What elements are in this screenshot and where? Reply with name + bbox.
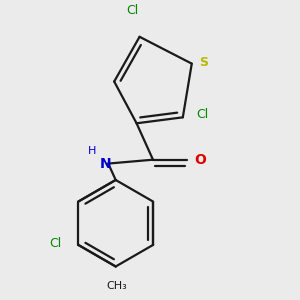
Text: H: H <box>88 146 96 156</box>
Text: O: O <box>194 153 206 167</box>
Text: N: N <box>99 157 111 171</box>
Text: Cl: Cl <box>196 108 208 121</box>
Text: Cl: Cl <box>50 237 62 250</box>
Text: S: S <box>199 56 208 69</box>
Text: Cl: Cl <box>126 4 138 17</box>
Text: CH₃: CH₃ <box>107 281 128 291</box>
